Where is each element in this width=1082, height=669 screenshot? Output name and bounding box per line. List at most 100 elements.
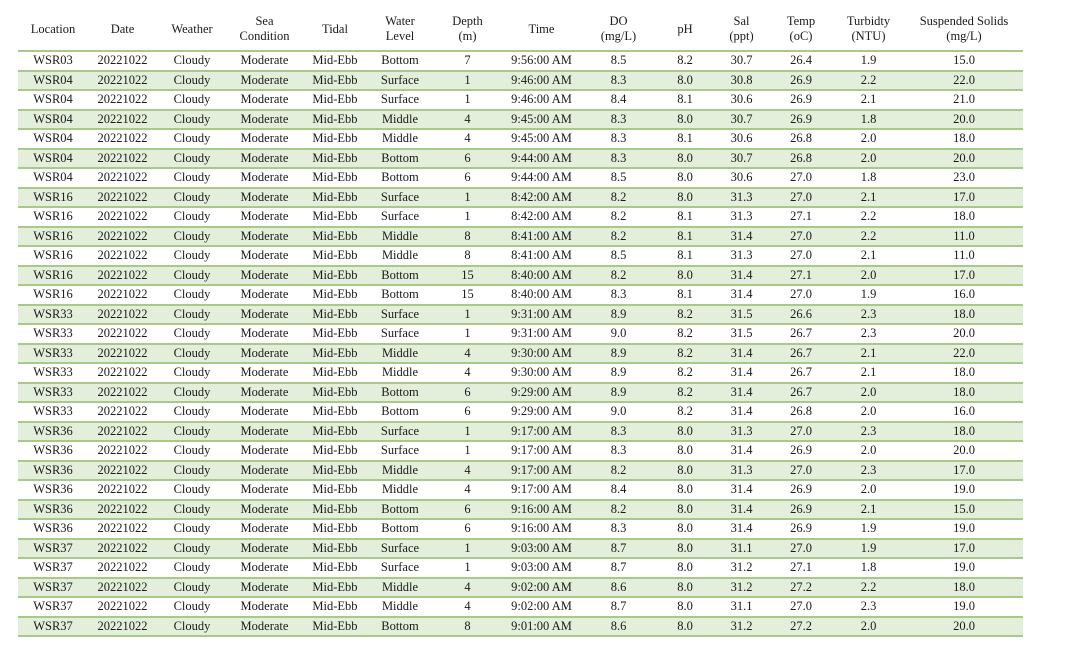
cell-depth: 4 [432,577,503,598]
cell-ph: 8.1 [657,207,713,228]
cell-time: 8:42:00 AM [503,187,580,208]
cell-suspended-solids: 22.0 [905,70,1023,91]
cell-weather: Cloudy [157,90,227,111]
cell-weather: Cloudy [157,129,227,150]
cell-water-level: Surface [368,538,432,559]
cell-salinity: 31.2 [713,558,770,579]
cell-location: WSR36 [18,441,88,462]
cell-depth: 8 [432,226,503,247]
cell-time: 8:40:00 AM [503,265,580,286]
cell-depth: 1 [432,304,503,325]
column-header-weather: Weather [157,8,227,52]
cell-time: 9:44:00 AM [503,168,580,189]
cell-depth: 8 [432,246,503,267]
cell-suspended-solids: 16.0 [905,285,1023,306]
cell-ph: 8.0 [657,441,713,462]
cell-tidal: Mid-Ebb [302,207,368,228]
cell-location: WSR04 [18,70,88,91]
cell-turbidity: 2.1 [832,90,905,111]
cell-location: WSR16 [18,246,88,267]
cell-time: 9:30:00 AM [503,343,580,364]
cell-turbidity: 2.1 [832,246,905,267]
cell-tidal: Mid-Ebb [302,616,368,637]
cell-date: 20221022 [88,304,157,325]
cell-suspended-solids: 18.0 [905,382,1023,403]
table-row: WSR36 20221022 Cloudy Moderate Mid-Ebb Surfac… [18,441,1023,462]
cell-temperature: 26.9 [770,441,832,462]
table-row: WSR03 20221022 Cloudy Moderate Mid-Ebb Bottom… [18,51,1023,72]
cell-sea-condition: Moderate [227,51,302,72]
cell-turbidity: 2.0 [832,265,905,286]
cell-do: 8.3 [580,519,657,540]
cell-suspended-solids: 15.0 [905,51,1023,72]
cell-tidal: Mid-Ebb [302,363,368,384]
cell-time: 9:03:00 AM [503,558,580,579]
cell-depth: 4 [432,109,503,130]
table-row: WSR04 20221022 Cloudy Moderate Mid-Ebb Surfac… [18,90,1023,111]
cell-location: WSR33 [18,304,88,325]
column-header-do: DO (mg/L) [580,8,657,52]
cell-date: 20221022 [88,480,157,501]
cell-ph: 8.2 [657,343,713,364]
cell-turbidity: 1.8 [832,109,905,130]
cell-water-level: Middle [368,597,432,618]
column-header-suspended-solids: Suspended Solids (mg/L) [905,8,1023,52]
cell-water-level: Surface [368,441,432,462]
cell-date: 20221022 [88,90,157,111]
cell-location: WSR36 [18,421,88,442]
cell-water-level: Middle [368,109,432,130]
cell-do: 8.3 [580,148,657,169]
cell-ph: 8.0 [657,421,713,442]
cell-location: WSR37 [18,558,88,579]
cell-time: 9:17:00 AM [503,480,580,501]
cell-temperature: 26.7 [770,382,832,403]
cell-suspended-solids: 20.0 [905,616,1023,637]
cell-tidal: Mid-Ebb [302,460,368,481]
table-row: WSR33 20221022 Cloudy Moderate Mid-Ebb Bottom… [18,402,1023,423]
cell-suspended-solids: 19.0 [905,519,1023,540]
cell-turbidity: 2.0 [832,129,905,150]
cell-time: 9:02:00 AM [503,577,580,598]
cell-ph: 8.0 [657,480,713,501]
cell-suspended-solids: 20.0 [905,324,1023,345]
cell-time: 9:31:00 AM [503,304,580,325]
cell-suspended-solids: 18.0 [905,207,1023,228]
cell-depth: 1 [432,441,503,462]
cell-time: 9:16:00 AM [503,499,580,520]
water-quality-table: Location Date Weather Sea Condition Tidal Wat… [18,8,1023,637]
cell-turbidity: 2.3 [832,324,905,345]
cell-depth: 15 [432,285,503,306]
cell-tidal: Mid-Ebb [302,304,368,325]
cell-water-level: Middle [368,480,432,501]
cell-date: 20221022 [88,148,157,169]
cell-tidal: Mid-Ebb [302,558,368,579]
cell-ph: 8.0 [657,460,713,481]
cell-weather: Cloudy [157,51,227,72]
cell-temperature: 26.9 [770,70,832,91]
cell-sea-condition: Moderate [227,168,302,189]
cell-tidal: Mid-Ebb [302,90,368,111]
cell-ph: 8.0 [657,616,713,637]
cell-location: WSR04 [18,90,88,111]
cell-depth: 4 [432,460,503,481]
cell-weather: Cloudy [157,304,227,325]
cell-weather: Cloudy [157,168,227,189]
cell-date: 20221022 [88,285,157,306]
cell-do: 8.3 [580,129,657,150]
cell-temperature: 26.7 [770,363,832,384]
cell-time: 9:31:00 AM [503,324,580,345]
cell-weather: Cloudy [157,363,227,384]
cell-weather: Cloudy [157,343,227,364]
cell-depth: 6 [432,148,503,169]
cell-do: 8.2 [580,499,657,520]
cell-sea-condition: Moderate [227,441,302,462]
cell-tidal: Mid-Ebb [302,402,368,423]
cell-location: WSR36 [18,519,88,540]
cell-location: WSR04 [18,168,88,189]
cell-water-level: Middle [368,460,432,481]
cell-ph: 8.0 [657,519,713,540]
table-row: WSR33 20221022 Cloudy Moderate Mid-Ebb Bottom… [18,382,1023,403]
cell-water-level: Bottom [368,51,432,72]
cell-turbidity: 1.9 [832,538,905,559]
cell-sea-condition: Moderate [227,558,302,579]
